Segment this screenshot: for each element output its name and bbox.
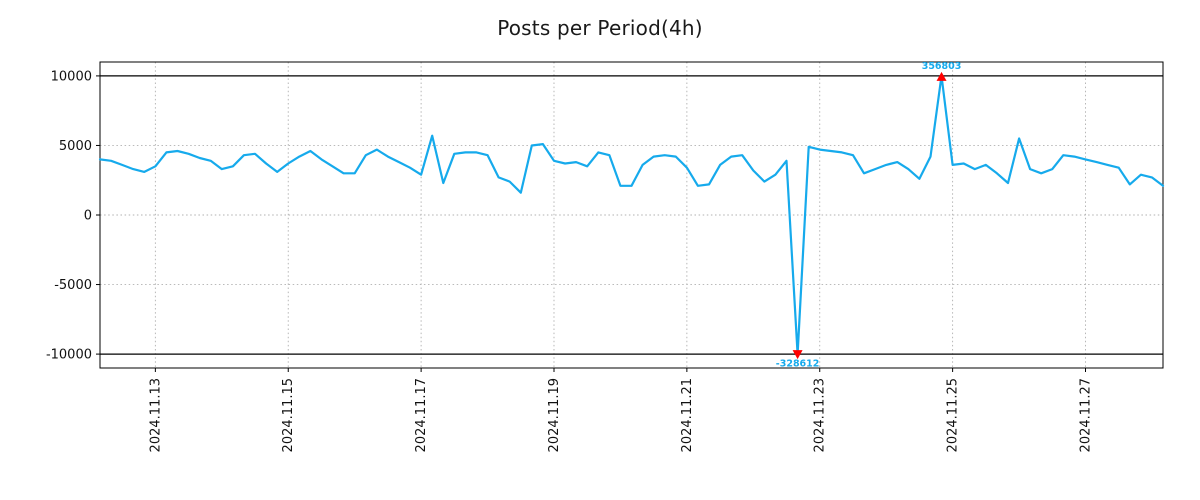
y-tick-label: 10000 [51,69,92,84]
x-tick-label: 2024.11.23 [813,378,828,452]
chart-title: Posts per Period(4h) [497,16,703,40]
x-tick-label: 2024.11.13 [148,378,163,452]
y-tick-label: -10000 [46,348,92,363]
x-tick-label: 2024.11.19 [547,378,562,452]
x-tick-label: 2024.11.21 [680,378,695,452]
y-tick-label: 0 [84,209,92,224]
y-tick-label: -5000 [54,278,92,293]
plot-border [99,61,1164,369]
x-tick-label: 2024.11.15 [281,378,296,452]
series-line [98,74,1165,356]
trough-value-label: -328612 [776,359,820,370]
x-tick-label: 2024.11.25 [946,378,961,452]
x-tick-label: 2024.11.17 [414,378,429,452]
trough-marker [792,350,803,360]
peak-marker [936,71,947,81]
x-tick-label: 2024.11.27 [1078,378,1093,452]
peak-value-label: 356803 [922,61,962,72]
y-tick-label: 5000 [59,139,92,154]
